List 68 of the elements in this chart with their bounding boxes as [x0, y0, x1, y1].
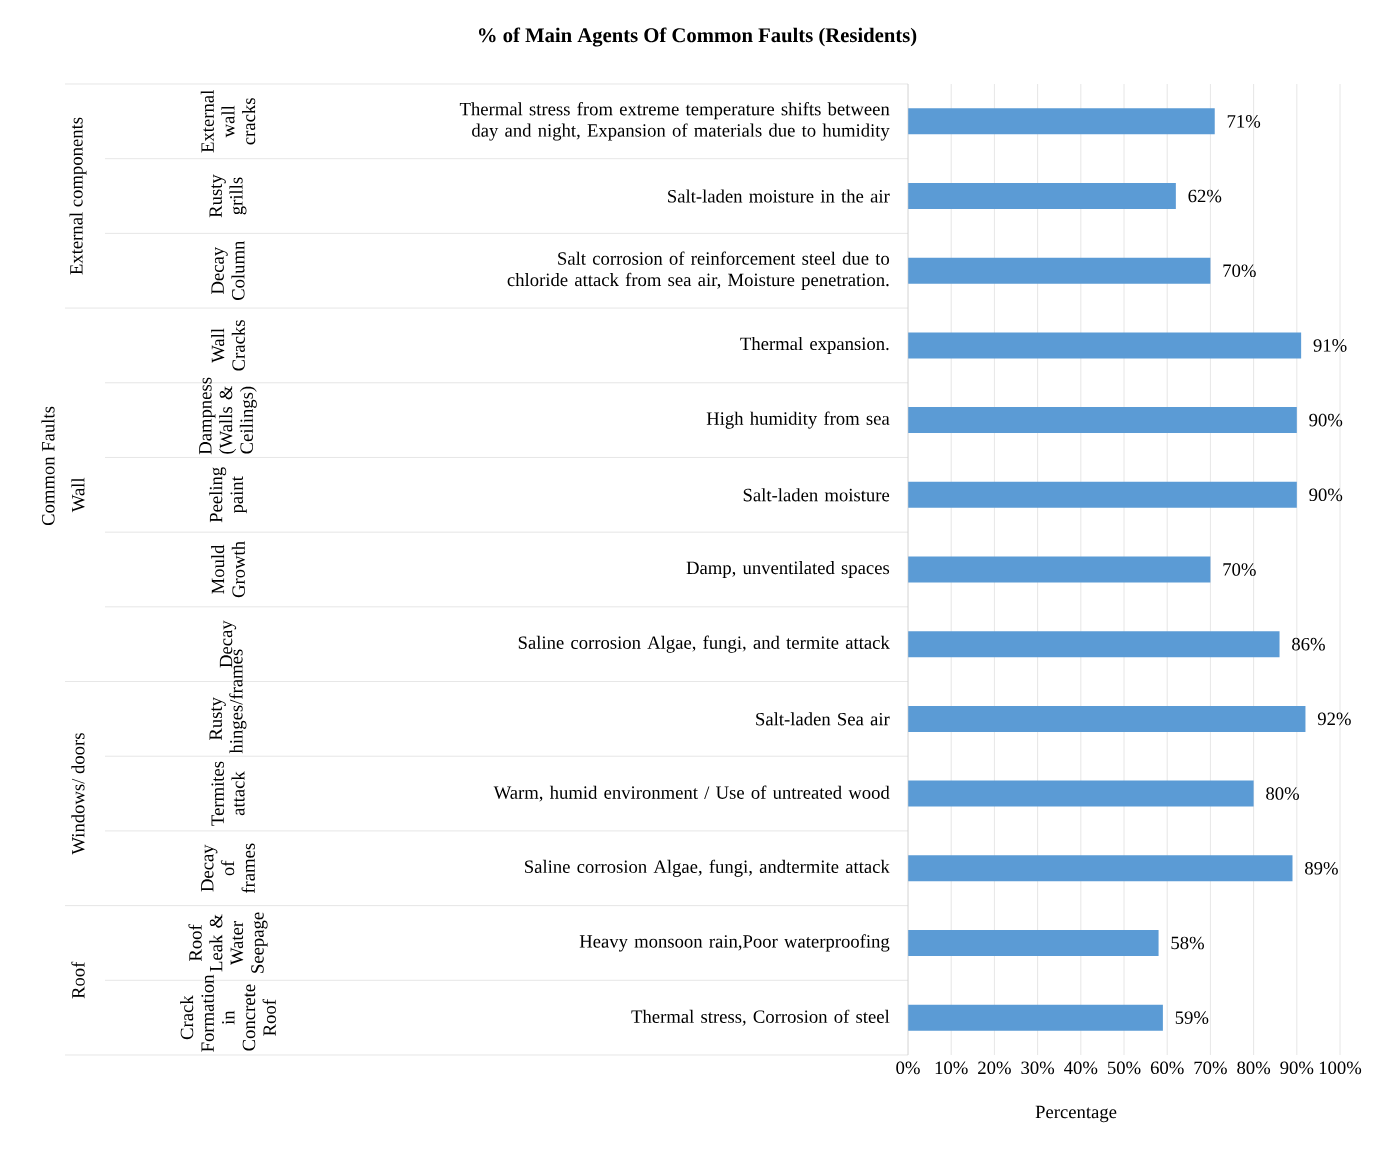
y-tick-label: High humidity from sea — [706, 411, 890, 429]
x-tick-label: 80% — [1237, 1061, 1271, 1075]
text: External components — [69, 117, 87, 275]
y-tick-label: Thermal expansion. — [740, 336, 889, 354]
x-axis-title: Percentage — [1035, 1105, 1117, 1123]
y-tick-label: Saline corrosion Algae, fungi, and termite attack — [518, 635, 890, 653]
x-tick-label: 70% — [1194, 1061, 1227, 1075]
bar — [908, 108, 1215, 135]
x-tick-label: 50% — [1107, 1061, 1141, 1075]
text: External wall cracks — [200, 90, 256, 153]
y-tick-label: Thermal stress from extreme temperature shifts between day and night, Expansion of materials due to humidity — [459, 102, 890, 141]
y-tick-label: Salt-laden Sea air — [756, 712, 890, 726]
data-label: 86% — [1292, 637, 1325, 651]
text: Dampness (Walls & Ceilings) — [199, 377, 257, 455]
data-label: 62% — [1188, 189, 1222, 203]
bar — [908, 780, 1254, 807]
y-tick-label: Damp, unventilated spaces — [686, 561, 890, 578]
x-tick-label: 30% — [1021, 1061, 1055, 1075]
data-label: 90% — [1309, 488, 1343, 502]
x-tick-label: 0% — [896, 1061, 920, 1075]
bar — [908, 855, 1293, 882]
text: Windows/ doors — [71, 733, 85, 855]
text: % of Main Agents Of Common Faults (Residents) — [478, 27, 917, 47]
y-tick-label: Salt-laden moisture — [743, 488, 890, 502]
data-label: 58% — [1171, 936, 1204, 950]
x-tick-label: 90% — [1280, 1061, 1314, 1075]
y-tick-label: Salt corrosion of reinforcement steel due to chloride attack from sea air, Moisture penetration. — [507, 251, 890, 290]
x-tick-label: 20% — [978, 1061, 1011, 1075]
bar — [908, 929, 1159, 956]
bar — [908, 556, 1211, 583]
x-tick-label: 10% — [935, 1061, 968, 1075]
text: Decay of frames — [201, 843, 255, 894]
bar — [908, 1004, 1163, 1031]
y-tick-label: Salt-laden moisture in the air — [668, 189, 890, 203]
bar — [908, 631, 1280, 658]
data-label: 70% — [1223, 264, 1256, 278]
bar — [908, 407, 1297, 434]
text: Wall Cracks — [211, 320, 245, 371]
y-tick-label: Saline corrosion Algae, fungi, andtermite attack — [525, 859, 890, 877]
x-tick-label: 60% — [1150, 1061, 1184, 1075]
data-label: 91% — [1313, 339, 1347, 352]
x-tick-label: 40% — [1064, 1061, 1098, 1075]
data-label: 70% — [1223, 563, 1256, 576]
data-label: 80% — [1266, 787, 1300, 800]
text: Rusty grills — [209, 174, 247, 218]
data-label: 90% — [1309, 413, 1343, 427]
text: Common Faults — [41, 406, 55, 526]
data-label: 59% — [1175, 1011, 1209, 1024]
text: Roof Leak & Water Seepage — [188, 912, 268, 973]
data-label: 89% — [1305, 861, 1338, 875]
text: Wall — [71, 477, 85, 513]
data-label: 71% — [1227, 115, 1261, 128]
y-tick-label: Warm, humid environment / Use of untreated wood — [493, 785, 890, 802]
bar — [908, 332, 1302, 359]
text: Termites attack — [211, 761, 245, 826]
text: Peeling paint — [209, 467, 247, 523]
text: Mould Growth — [211, 541, 245, 598]
text: Crack Formation in Concrete Roof — [180, 974, 276, 1052]
bar — [908, 183, 1176, 210]
text: Roof — [71, 961, 85, 999]
bar — [908, 481, 1297, 508]
x-tick-label: 100% — [1319, 1061, 1362, 1075]
data-label: 92% — [1317, 712, 1351, 726]
y-tick-label: Thermal stress, Corrosion of steel — [631, 1009, 890, 1026]
bar — [908, 257, 1211, 284]
y-tick-label: Heavy monsoon rain,Poor waterproofing — [579, 934, 890, 952]
bar — [908, 705, 1306, 732]
text: Decay Column — [211, 240, 245, 301]
